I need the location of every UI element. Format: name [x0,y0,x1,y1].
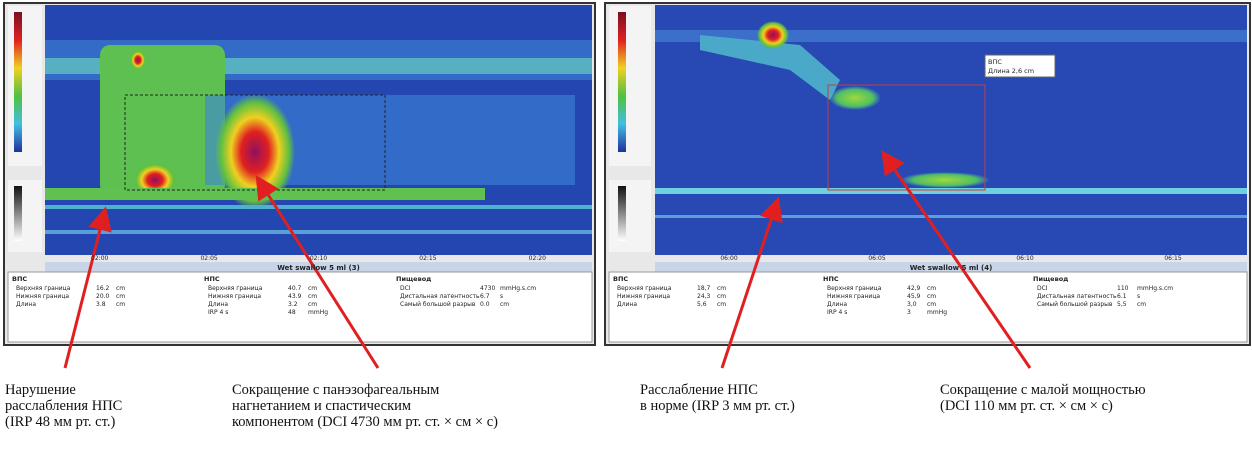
annotation: Длина 2,6 cm [988,67,1034,75]
caption-line: Сокращение с панэзофагеальным [232,382,439,398]
time-tick-label: 06:10 [1016,255,1033,262]
table-cell: cm [116,285,125,292]
annotation: ВПС [988,58,1002,66]
table-cell: 0.0 [480,301,490,308]
table-cell: cm [717,301,726,308]
table-cell: Нижняя граница [16,293,69,300]
time-tick-label: 02:10 [310,255,327,262]
table-cell: 6.7 [480,293,490,300]
table-cell: 5,6 [697,301,707,308]
table-cell: s [1137,293,1140,300]
table-cell: cm [308,301,317,308]
table-cell: Длина [827,301,847,308]
time-tick-label: 02:15 [419,255,436,262]
caption-line: расслабления НПС [5,398,122,414]
table-cell: 16.2 [96,285,110,292]
table-cell: Верхняя граница [617,285,672,292]
table-cell: cm [1137,301,1146,308]
table-cell: cm [927,293,936,300]
table-cell: Самый большой разрыв [1037,301,1113,308]
table-cell: mmHg [308,309,328,316]
table-cell: Нижняя граница [617,293,670,300]
table-header: Пищевод [1033,275,1068,283]
time-tick-label: 02:00 [91,255,108,262]
table-cell: cm [308,293,317,300]
table-cell: Дистальная латентность [400,293,480,300]
table-cell: 48 [288,309,296,316]
caption-line: (DCI 110 мм рт. ст. × см × с) [940,398,1113,414]
table-cell: cm [308,285,317,292]
table-cell: cm [927,285,936,292]
table-cell: Нижняя граница [827,293,880,300]
table-cell: 3.8 [96,301,106,308]
panel-title: Wet swallow 5 ml (3) [277,264,360,272]
table-cell: 5,5 [1117,301,1127,308]
table-cell: cm [717,293,726,300]
time-tick-label: 06:05 [868,255,885,262]
table-cell: IRP 4 s [208,309,228,316]
table-cell: cm [116,301,125,308]
table-cell: 18,7 [697,285,711,292]
table-cell: mmHg [927,309,947,316]
table-cell: 3 [907,309,911,316]
table-cell: DCI [1037,285,1048,292]
caption-line: компонентом (DCI 4730 мм рт. ст. × см × … [232,414,498,430]
caption-line: Нарушение [5,382,76,398]
table-header: ВПС [613,275,628,283]
table-cell: Дистальная латентность [1037,293,1117,300]
caption-line: Расслабление НПС [640,382,758,398]
table-cell: 45,9 [907,293,921,300]
table-cell: Нижняя граница [208,293,261,300]
table-cell: mmHg.s.cm [1137,285,1173,292]
table-cell: mmHg.s.cm [500,285,536,292]
table-cell: s [500,293,503,300]
table-cell: 110 [1117,285,1129,292]
table-cell: Длина [208,301,228,308]
table-header: ВПС [12,275,27,283]
table-cell: 6.1 [1117,293,1127,300]
caption-line: (IRP 48 мм рт. ст.) [5,414,115,430]
table-cell: Длина [16,301,36,308]
table-cell: 4730 [480,285,495,292]
caption-line: нагнетанием и спастическим [232,398,411,414]
time-tick-label: 06:00 [720,255,737,262]
table-cell: Самый большой разрыв [400,301,476,308]
table-cell: cm [500,301,509,308]
table-cell: Верхняя граница [827,285,882,292]
table-cell: IRP 4 s [827,309,847,316]
time-tick-label: 02:20 [529,255,546,262]
table-cell: 24,3 [697,293,711,300]
table-header: НПС [823,275,839,283]
table-cell: Длина [617,301,637,308]
panel-title: Wet swallow 5 ml (4) [910,264,993,272]
time-tick-label: 06:15 [1164,255,1181,262]
table-cell: cm [927,301,936,308]
table-header: Пищевод [396,275,431,283]
table-cell: cm [116,293,125,300]
time-tick-label: 02:05 [200,255,217,262]
table-header: НПС [204,275,220,283]
caption-line: Сокращение с малой мощностью [940,382,1146,398]
table-cell: 3,0 [907,301,917,308]
table-cell: 3.2 [288,301,298,308]
caption-line: в норме (IRP 3 мм рт. ст.) [640,398,795,414]
table-cell: Верхняя граница [208,285,263,292]
table-cell: 43.9 [288,293,302,300]
table-cell: 40.7 [288,285,302,292]
table-cell: cm [717,285,726,292]
table-cell: Верхняя граница [16,285,71,292]
table-cell: DCI [400,285,411,292]
figure: Wet swallow 5 ml (3) 02:00 02:05 02:10 02:15… [0,0,1252,450]
table-cell: 20.0 [96,293,110,300]
table-cell: 42,9 [907,285,921,292]
